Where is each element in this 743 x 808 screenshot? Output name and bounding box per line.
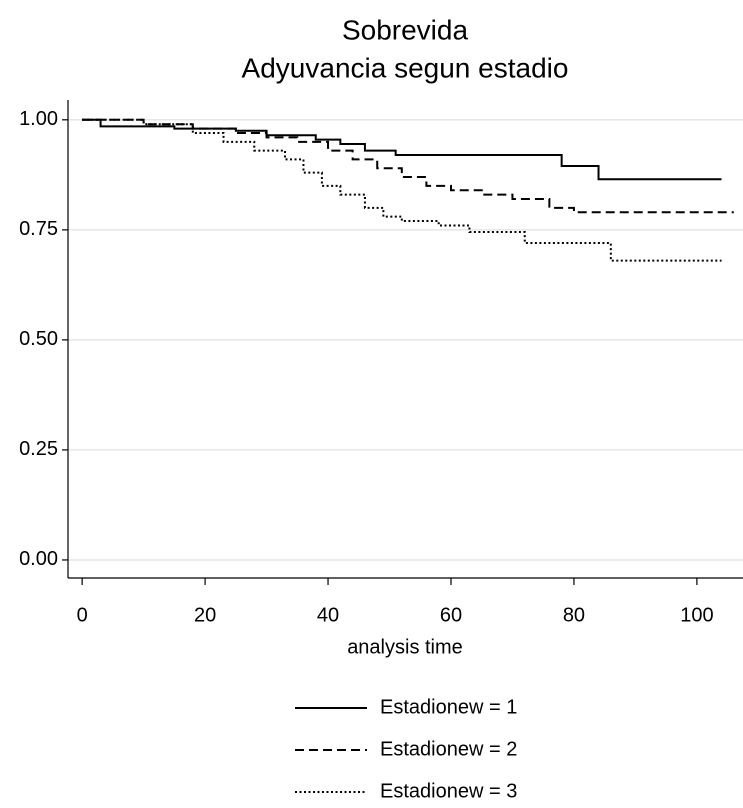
legend-label: Estadionew = 2 (380, 738, 517, 760)
y-tick-label: 0.50 (19, 328, 58, 350)
survival-line (82, 118, 722, 181)
chart-title: Sobrevida (342, 14, 469, 45)
x-tick-label: 100 (680, 604, 713, 626)
x-tick-label: 80 (563, 604, 585, 626)
chart-subtitle: Adyuvancia segun estadio (242, 52, 569, 83)
x-axis-label: analysis time (347, 636, 463, 658)
y-tick-label: 0.75 (19, 218, 58, 240)
legend-label: Estadionew = 1 (380, 696, 517, 718)
x-tick-label: 20 (194, 604, 216, 626)
y-tick-label: 0.25 (19, 438, 58, 460)
y-tick-label: 1.00 (19, 108, 58, 130)
x-tick-label: 40 (317, 604, 339, 626)
x-tick-label: 0 (77, 604, 88, 626)
legend-label: Estadionew = 3 (380, 780, 517, 802)
survival-line (82, 118, 722, 262)
y-tick-label: 0.00 (19, 548, 58, 570)
survival-line (82, 118, 734, 214)
x-tick-label: 60 (440, 604, 462, 626)
